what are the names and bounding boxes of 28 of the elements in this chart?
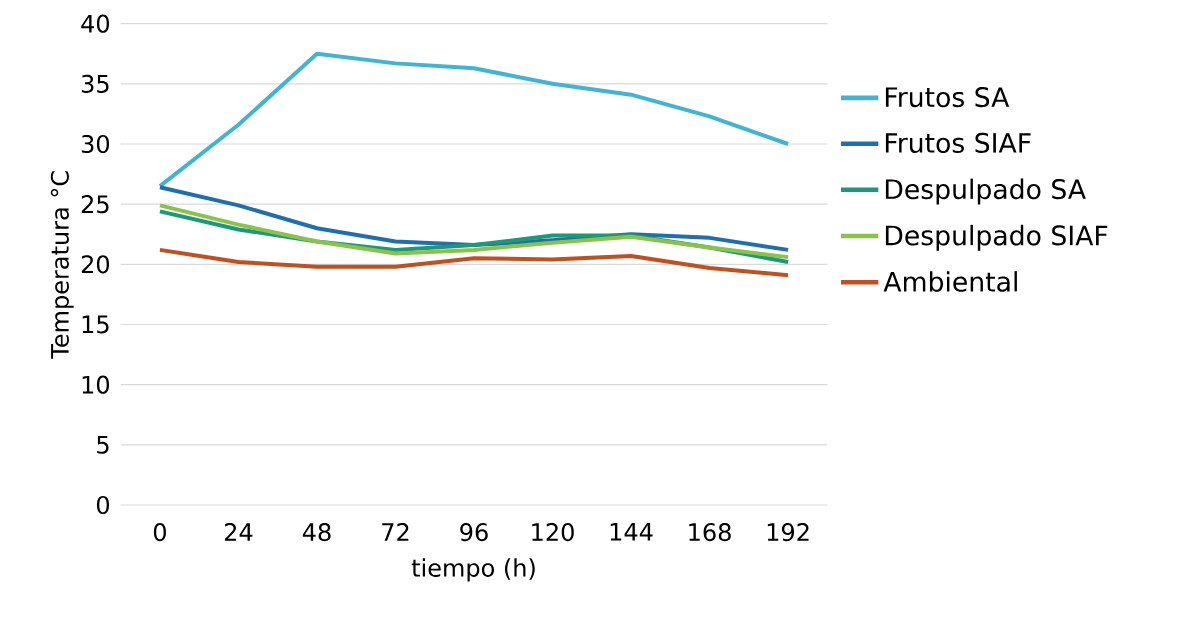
y-tick-label: 15 xyxy=(82,315,109,334)
legend-label: Despulpado SA xyxy=(885,178,1086,205)
x-tick-label: 120 xyxy=(532,523,574,542)
x-axis-title: tiempo (h) xyxy=(411,558,535,582)
y-tick-label: 40 xyxy=(81,14,110,33)
y-tick-label: 5 xyxy=(97,435,109,454)
legend-label: Despulpado SIAF xyxy=(885,224,1108,251)
y-axis-title: Temperatura °C xyxy=(50,171,74,359)
line-series xyxy=(157,51,791,189)
y-tick-label: 0 xyxy=(96,495,110,515)
legend-label: Frutos SIAF xyxy=(885,132,1031,153)
legend-label: Ambiental xyxy=(883,271,1017,292)
y-tick-label: 30 xyxy=(81,134,110,154)
line-series xyxy=(157,203,791,260)
x-tick-label: 72 xyxy=(382,523,409,541)
y-tick-label: 10 xyxy=(82,375,110,394)
x-tick-label: 48 xyxy=(302,523,331,542)
y-tick-label: 35 xyxy=(81,74,109,93)
x-tick-label: 0 xyxy=(153,523,166,542)
line-series xyxy=(157,247,791,278)
x-tick-label: 96 xyxy=(460,523,488,542)
y-tick-label: 25 xyxy=(81,195,109,214)
x-tick-label: 24 xyxy=(224,523,253,541)
legend-label: Frutos SA xyxy=(885,87,1010,108)
x-tick-label: 144 xyxy=(610,523,653,541)
x-tick-label: 192 xyxy=(767,523,809,542)
y-tick-label: 20 xyxy=(81,255,110,274)
x-tick-label: 168 xyxy=(689,523,731,542)
